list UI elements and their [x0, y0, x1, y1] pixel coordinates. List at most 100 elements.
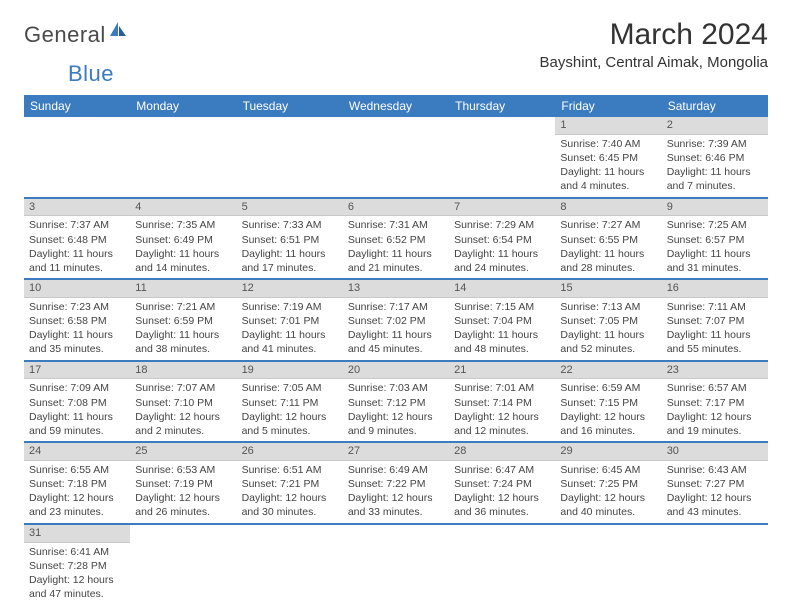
header-right: March 2024 Bayshint, Central Aimak, Mong… [540, 18, 768, 75]
sunrise-text: Sunrise: 6:47 AM [454, 463, 550, 477]
day-details: Sunrise: 6:49 AMSunset: 7:22 PMDaylight:… [343, 461, 449, 523]
weekday-header: Monday [130, 95, 236, 117]
day-details: Sunrise: 7:07 AMSunset: 7:10 PMDaylight:… [130, 379, 236, 441]
calendar-day-cell: 26Sunrise: 6:51 AMSunset: 7:21 PMDayligh… [237, 442, 343, 523]
day-details: Sunrise: 7:17 AMSunset: 7:02 PMDaylight:… [343, 298, 449, 360]
calendar-week-row: 31Sunrise: 6:41 AMSunset: 7:28 PMDayligh… [24, 524, 768, 605]
sunset-text: Sunset: 6:51 PM [242, 233, 338, 247]
sunset-text: Sunset: 7:05 PM [560, 314, 656, 328]
calendar-day-cell: 1Sunrise: 7:40 AMSunset: 6:45 PMDaylight… [555, 117, 661, 197]
calendar-day-cell: 27Sunrise: 6:49 AMSunset: 7:22 PMDayligh… [343, 442, 449, 523]
sunrise-text: Sunrise: 6:45 AM [560, 463, 656, 477]
calendar-day-cell: 13Sunrise: 7:17 AMSunset: 7:02 PMDayligh… [343, 279, 449, 360]
day-details: Sunrise: 7:01 AMSunset: 7:14 PMDaylight:… [449, 379, 555, 441]
day-details: Sunrise: 6:47 AMSunset: 7:24 PMDaylight:… [449, 461, 555, 523]
calendar-day-cell: 2Sunrise: 7:39 AMSunset: 6:46 PMDaylight… [662, 117, 768, 197]
calendar-week-row: 24Sunrise: 6:55 AMSunset: 7:18 PMDayligh… [24, 442, 768, 523]
day-number: 24 [24, 443, 130, 461]
sunset-text: Sunset: 6:55 PM [560, 233, 656, 247]
sunset-text: Sunset: 7:28 PM [29, 559, 125, 573]
day-number: 5 [237, 199, 343, 217]
calendar-day-cell: 30Sunrise: 6:43 AMSunset: 7:27 PMDayligh… [662, 442, 768, 523]
day-details: Sunrise: 7:31 AMSunset: 6:52 PMDaylight:… [343, 216, 449, 278]
calendar-day-cell: 3Sunrise: 7:37 AMSunset: 6:48 PMDaylight… [24, 198, 130, 279]
calendar-week-row: 1Sunrise: 7:40 AMSunset: 6:45 PMDaylight… [24, 117, 768, 197]
calendar-day-cell: 7Sunrise: 7:29 AMSunset: 6:54 PMDaylight… [449, 198, 555, 279]
logo-sail-icon [108, 20, 128, 43]
calendar-day-cell: 4Sunrise: 7:35 AMSunset: 6:49 PMDaylight… [130, 198, 236, 279]
daylight-text: Daylight: 11 hours and 38 minutes. [135, 328, 231, 356]
day-number: 6 [343, 199, 449, 217]
calendar-day-cell: 16Sunrise: 7:11 AMSunset: 7:07 PMDayligh… [662, 279, 768, 360]
day-number: 25 [130, 443, 236, 461]
daylight-text: Daylight: 11 hours and 55 minutes. [667, 328, 763, 356]
day-number: 23 [662, 362, 768, 380]
sunset-text: Sunset: 7:12 PM [348, 396, 444, 410]
day-details: Sunrise: 7:15 AMSunset: 7:04 PMDaylight:… [449, 298, 555, 360]
day-number: 7 [449, 199, 555, 217]
day-number: 13 [343, 280, 449, 298]
sunrise-text: Sunrise: 7:39 AM [667, 137, 763, 151]
day-details: Sunrise: 7:33 AMSunset: 6:51 PMDaylight:… [237, 216, 343, 278]
daylight-text: Daylight: 11 hours and 31 minutes. [667, 247, 763, 275]
logo: General [24, 22, 128, 48]
calendar-day-cell [662, 524, 768, 605]
day-details: Sunrise: 7:35 AMSunset: 6:49 PMDaylight:… [130, 216, 236, 278]
calendar-day-cell: 11Sunrise: 7:21 AMSunset: 6:59 PMDayligh… [130, 279, 236, 360]
sunrise-text: Sunrise: 7:31 AM [348, 218, 444, 232]
sunrise-text: Sunrise: 6:57 AM [667, 381, 763, 395]
sunrise-text: Sunrise: 7:17 AM [348, 300, 444, 314]
weekday-header: Wednesday [343, 95, 449, 117]
day-number: 18 [130, 362, 236, 380]
calendar-week-row: 3Sunrise: 7:37 AMSunset: 6:48 PMDaylight… [24, 198, 768, 279]
day-number: 4 [130, 199, 236, 217]
day-details: Sunrise: 7:37 AMSunset: 6:48 PMDaylight:… [24, 216, 130, 278]
sunset-text: Sunset: 6:48 PM [29, 233, 125, 247]
day-number: 19 [237, 362, 343, 380]
calendar-day-cell [555, 524, 661, 605]
sunrise-text: Sunrise: 6:49 AM [348, 463, 444, 477]
weekday-header: Thursday [449, 95, 555, 117]
sunrise-text: Sunrise: 7:19 AM [242, 300, 338, 314]
calendar-day-cell [343, 117, 449, 197]
sunset-text: Sunset: 7:01 PM [242, 314, 338, 328]
weekday-header-row: Sunday Monday Tuesday Wednesday Thursday… [24, 95, 768, 117]
calendar-day-cell: 28Sunrise: 6:47 AMSunset: 7:24 PMDayligh… [449, 442, 555, 523]
sunrise-text: Sunrise: 7:09 AM [29, 381, 125, 395]
calendar-day-cell: 25Sunrise: 6:53 AMSunset: 7:19 PMDayligh… [130, 442, 236, 523]
calendar-day-cell [130, 117, 236, 197]
sunset-text: Sunset: 7:04 PM [454, 314, 550, 328]
daylight-text: Daylight: 12 hours and 2 minutes. [135, 410, 231, 438]
day-number: 31 [24, 525, 130, 543]
sunrise-text: Sunrise: 6:53 AM [135, 463, 231, 477]
sunrise-text: Sunrise: 6:43 AM [667, 463, 763, 477]
sunset-text: Sunset: 7:24 PM [454, 477, 550, 491]
daylight-text: Daylight: 11 hours and 59 minutes. [29, 410, 125, 438]
daylight-text: Daylight: 12 hours and 30 minutes. [242, 491, 338, 519]
day-details: Sunrise: 6:53 AMSunset: 7:19 PMDaylight:… [130, 461, 236, 523]
day-number: 12 [237, 280, 343, 298]
day-number: 10 [24, 280, 130, 298]
sunset-text: Sunset: 7:17 PM [667, 396, 763, 410]
sunrise-text: Sunrise: 7:35 AM [135, 218, 231, 232]
location-text: Bayshint, Central Aimak, Mongolia [540, 54, 768, 71]
calendar-day-cell: 10Sunrise: 7:23 AMSunset: 6:58 PMDayligh… [24, 279, 130, 360]
day-number: 14 [449, 280, 555, 298]
sunrise-text: Sunrise: 7:40 AM [560, 137, 656, 151]
day-details: Sunrise: 6:59 AMSunset: 7:15 PMDaylight:… [555, 379, 661, 441]
daylight-text: Daylight: 11 hours and 52 minutes. [560, 328, 656, 356]
day-number: 28 [449, 443, 555, 461]
day-number: 8 [555, 199, 661, 217]
daylight-text: Daylight: 12 hours and 16 minutes. [560, 410, 656, 438]
daylight-text: Daylight: 11 hours and 28 minutes. [560, 247, 656, 275]
calendar-day-cell: 12Sunrise: 7:19 AMSunset: 7:01 PMDayligh… [237, 279, 343, 360]
calendar-day-cell: 5Sunrise: 7:33 AMSunset: 6:51 PMDaylight… [237, 198, 343, 279]
daylight-text: Daylight: 11 hours and 48 minutes. [454, 328, 550, 356]
calendar-day-cell: 19Sunrise: 7:05 AMSunset: 7:11 PMDayligh… [237, 361, 343, 442]
daylight-text: Daylight: 12 hours and 12 minutes. [454, 410, 550, 438]
day-details: Sunrise: 7:13 AMSunset: 7:05 PMDaylight:… [555, 298, 661, 360]
calendar-day-cell: 23Sunrise: 6:57 AMSunset: 7:17 PMDayligh… [662, 361, 768, 442]
weekday-header: Saturday [662, 95, 768, 117]
sunrise-text: Sunrise: 7:29 AM [454, 218, 550, 232]
sunset-text: Sunset: 7:27 PM [667, 477, 763, 491]
